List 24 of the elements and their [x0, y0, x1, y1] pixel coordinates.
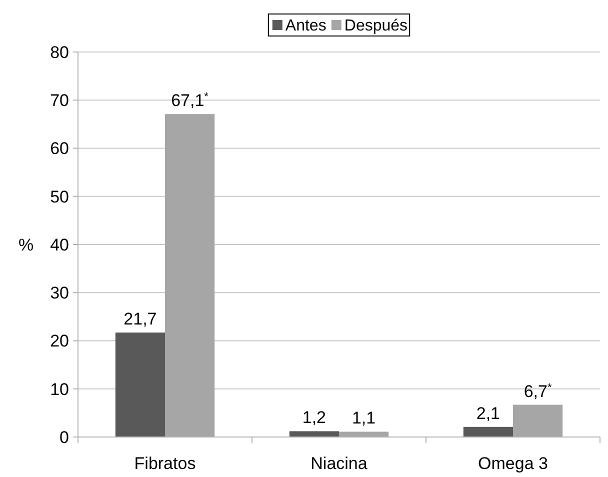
- data-label: 1,1: [352, 408, 376, 428]
- y-tick-label: 50: [50, 187, 69, 206]
- x-tick-label: Fibratos: [134, 454, 196, 473]
- data-label: 6,7$^{*}$: [524, 382, 552, 401]
- data-label: 67,1$^{*}$: [171, 91, 210, 110]
- y-tick-label: 0: [60, 428, 69, 447]
- x-tick-label: Niacina: [310, 454, 368, 473]
- y-axis-title: %: [18, 235, 34, 254]
- y-tick-label: 10: [50, 380, 69, 399]
- data-label: 1,2: [302, 408, 326, 428]
- data-label: 2,1: [476, 404, 500, 423]
- y-tick-label: 20: [50, 332, 69, 351]
- bar: [289, 431, 339, 437]
- bar: [463, 426, 513, 437]
- y-tick-label: 70: [50, 91, 69, 110]
- legend-label: Antes: [285, 18, 326, 35]
- y-tick-label: 30: [50, 284, 69, 303]
- data-label: 21,7: [124, 310, 157, 329]
- bar: [115, 332, 165, 437]
- y-tick-label: 80: [50, 42, 69, 62]
- x-tick-label: Omega 3: [478, 454, 548, 473]
- legend-label: Después: [344, 18, 408, 35]
- y-tick-label: 60: [50, 139, 69, 158]
- y-tick-label: 40: [50, 235, 69, 254]
